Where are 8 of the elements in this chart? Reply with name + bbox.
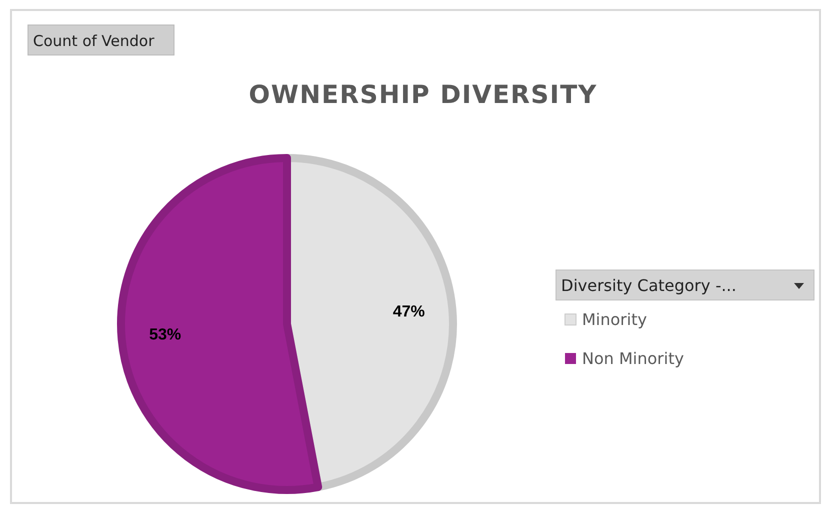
data-label: 47%	[392, 304, 425, 321]
legend-title: Diversity Category -...	[561, 276, 736, 295]
legend-label: Minority	[582, 310, 647, 329]
pie-slice	[117, 154, 322, 494]
data-label: 53%	[149, 326, 182, 344]
text: Count of Vendor	[33, 32, 156, 50]
legend-label: Non Minority	[582, 349, 684, 368]
chart-title: OWNERSHIP DIVERSITY	[248, 80, 598, 109]
